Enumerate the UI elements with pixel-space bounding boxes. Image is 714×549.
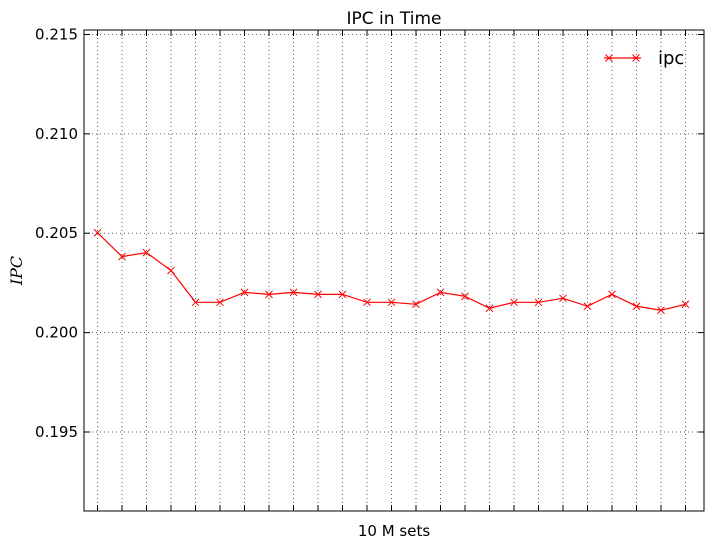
data-point [191,298,200,307]
data-point [289,288,298,297]
marker-stroke [657,306,665,315]
marker-stroke [583,302,592,311]
data-point [485,304,494,313]
marker-stroke [387,298,396,307]
data-point [118,252,126,261]
marker-stroke [510,298,518,307]
data-point [559,294,567,303]
marker-stroke [485,304,494,313]
y-tick-label: 0.200 [35,324,78,342]
marker-stroke [461,292,469,301]
data-point [240,288,249,297]
y-axis-label: IPC [7,256,26,286]
marker-stroke [412,300,420,309]
y-tick-label: 0.205 [35,224,78,242]
data-point [632,302,641,311]
data-point [142,248,151,257]
data-point [167,266,175,275]
marker-stroke [265,290,273,299]
marker-stroke [118,252,126,261]
marker-stroke [436,288,445,297]
data-point [338,290,347,299]
y-tick-label: 0.215 [35,25,78,43]
marker-stroke [681,300,690,309]
plot-frame [83,29,705,512]
marker-stroke [363,298,371,307]
marker-stroke [338,290,347,299]
data-point [387,298,396,307]
plot-area [84,30,704,511]
data-point [216,298,224,307]
marker-stroke [289,288,298,297]
axis-ticks: 0.195 0.200 0.205 0.210 0.215 [35,25,704,511]
marker-stroke [216,298,224,307]
data-point [583,302,592,311]
marker-stroke [240,288,249,297]
data-point [534,298,543,307]
legend-label: ipc [658,48,684,69]
marker-stroke [534,298,543,307]
marker-stroke [93,228,102,237]
legend: ipc [604,48,684,69]
marker-stroke [167,266,175,275]
marker-stroke [559,294,567,303]
data-point [510,298,518,307]
y-tick-label: 0.195 [35,423,78,441]
series-layer [93,228,690,315]
grid [84,30,704,511]
data-point [657,306,665,315]
data-point [93,228,102,237]
marker-stroke [314,290,322,299]
chart-title: IPC in Time [346,9,441,29]
legend-marker [632,54,640,62]
marker-stroke [608,290,616,299]
y-tick-label: 0.210 [35,125,78,143]
data-point [461,292,469,301]
legend-marker [605,54,613,62]
data-point [314,290,322,299]
data-point [363,298,371,307]
data-point [608,290,616,299]
data-point [681,300,690,309]
data-point [412,300,420,309]
marker-stroke [191,298,200,307]
data-point [265,290,273,299]
marker-stroke [632,302,641,311]
x-axis-label: 10 M sets [358,522,430,540]
data-point [436,288,445,297]
marker-stroke [142,248,151,257]
